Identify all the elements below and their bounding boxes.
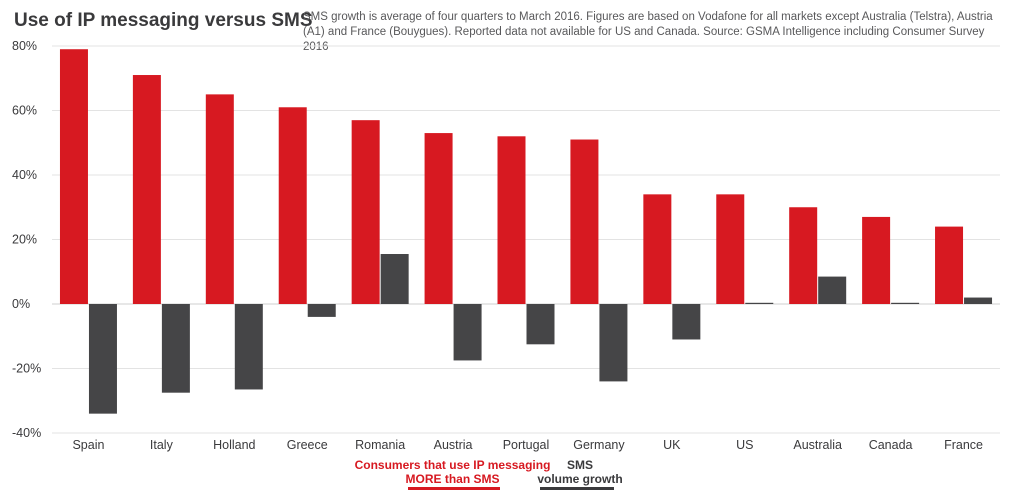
gridlines [52, 45, 1000, 434]
legend-sms-swatch [540, 487, 614, 490]
y-tick-label: 80% [12, 39, 37, 53]
y-tick-label: 60% [12, 104, 37, 118]
x-tick-label: Germany [573, 438, 625, 452]
bar-sms-growth [380, 254, 409, 304]
legend-sms-line2: volume growth [537, 472, 623, 486]
bar-ip-messaging [132, 75, 161, 305]
bar-sms-growth [891, 302, 920, 304]
bar-sms-growth [234, 304, 263, 390]
x-tick-label: US [736, 438, 753, 452]
bar-sms-growth [818, 276, 847, 304]
chart-source-note: SMS growth is average of four quarters t… [303, 11, 993, 53]
bar-ip-messaging [205, 94, 234, 304]
bar-sms-growth [599, 304, 628, 382]
bar-sms-growth [672, 304, 701, 340]
bar-ip-messaging [497, 136, 526, 304]
x-tick-label: Holland [213, 438, 255, 452]
legend-sms-growth: SMS volume growth [530, 458, 630, 486]
bar-ip-messaging [716, 194, 745, 304]
bar-ip-messaging [643, 194, 672, 304]
bar-sms-growth [307, 304, 336, 317]
bar-sms-growth [453, 304, 482, 361]
y-tick-label: 40% [12, 168, 37, 182]
legend-ip-line1: Consumers that use IP messaging [354, 458, 551, 472]
bars [59, 49, 993, 414]
bar-ip-messaging [862, 216, 891, 304]
bar-ip-messaging [351, 120, 380, 304]
legend-ip-messaging: Consumers that use IP messaging MORE tha… [340, 458, 565, 486]
bar-ip-messaging [278, 107, 307, 305]
y-tick-label: -20% [12, 362, 41, 376]
bar-sms-growth [161, 304, 190, 393]
y-tick-label: -40% [12, 426, 41, 440]
chart-title: Use of IP messaging versus SMS [14, 10, 313, 31]
bar-ip-messaging [570, 139, 599, 304]
bar-ip-messaging [59, 49, 88, 304]
bar-ip-messaging [789, 207, 818, 304]
x-tick-label: UK [663, 438, 681, 452]
x-tick-label: Spain [72, 438, 104, 452]
x-tick-label: Canada [869, 438, 913, 452]
bar-sms-growth [526, 304, 555, 345]
x-tick-label: Austria [434, 438, 473, 452]
x-tick-label: Greece [287, 438, 328, 452]
bar-sms-growth [88, 304, 117, 414]
bar-sms-growth [745, 302, 774, 304]
x-tick-label: France [944, 438, 983, 452]
x-tick-label: Romania [355, 438, 405, 452]
x-axis-ticks: Spain Italy Holland Greece Romania Austria Por… [72, 438, 983, 452]
bar-ip-messaging [424, 133, 453, 304]
x-tick-label: Portugal [503, 438, 550, 452]
bar-ip-messaging [935, 226, 964, 304]
legend-ip-line2: MORE than SMS [405, 472, 500, 486]
x-tick-label: Australia [793, 438, 842, 452]
y-tick-label: 0% [12, 297, 30, 311]
y-tick-label: 20% [12, 233, 37, 247]
legend-ip-swatch [408, 487, 500, 490]
legend-sms-line1: SMS [566, 458, 593, 472]
bar-sms-growth [964, 297, 993, 304]
y-axis-ticks: 80% 60% 40% 20% 0% -20% -40% [12, 39, 41, 440]
x-tick-label: Italy [150, 438, 174, 452]
